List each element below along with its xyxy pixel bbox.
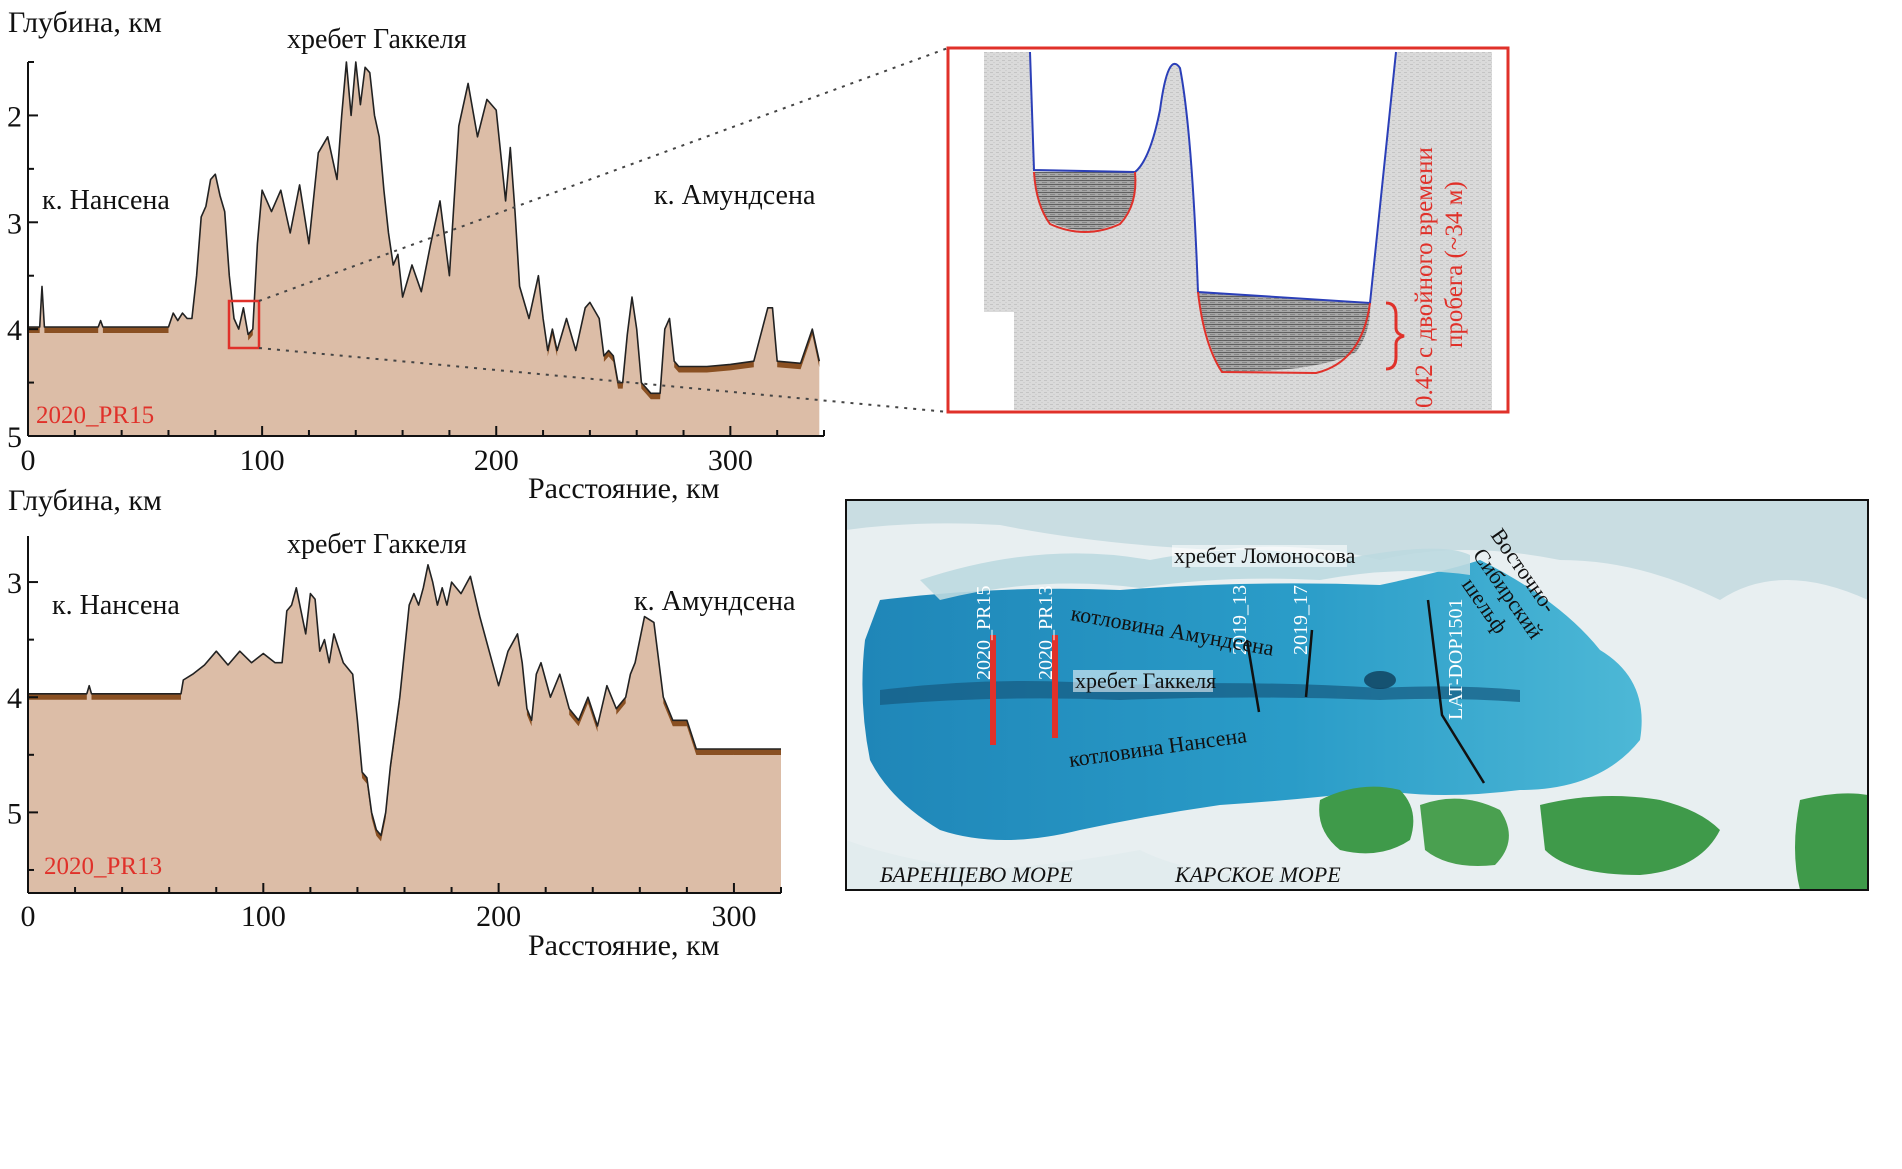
pr15-amundsen-label: к. Амундсена [654,180,816,211]
map-line-2019-17 [1304,629,1314,698]
echogram-lower-margin [984,312,1014,412]
map-line-lat [1426,599,1486,784]
echogram-right-margin [1492,48,1508,178]
pr15-y-tick-label: 2 [7,100,22,133]
left-basin-sediment [1034,172,1136,231]
thickness-brace [1385,301,1405,371]
zoom-connector-bottom [258,347,949,413]
map-deep-water [862,560,1642,840]
map-label-2019-13: 2019_13 [1229,585,1251,655]
echogram-water-column [984,52,1410,303]
map-shelf-bottom [846,840,1300,890]
pr15-ridge-label: хребет Гаккеля [287,24,467,55]
lomonosov-label-bg [1172,545,1347,567]
echogram-left-margin [948,48,984,412]
map-label-lat: LAT-DOP1501 [1445,599,1467,721]
pr15-ticks: 0 100 200 300 2 3 4 5 [7,61,825,477]
pr15-x-tick-label: 0 [21,444,36,477]
map-label-gakkel: хребет Гаккеля [1075,668,1216,693]
pr15-ylabel: Глубина, км [8,6,162,39]
pr13-seafloor-line [28,564,781,837]
location-map: 2020_PR15 2020_PR13 2019_13 2019_17 LAT-… [845,499,1869,891]
pr15-zoom-box [227,299,261,350]
map-land-1 [1319,786,1414,854]
pr13-y-tick-label: 5 [7,797,22,830]
thickness-annotation-line2: пробега (~34 м) [1441,181,1468,348]
map-deep-spot [1364,671,1396,689]
map-label-lomonosov: хребет Ломоносова [1174,543,1356,568]
pr13-nansen-label: к. Нансена [52,590,180,621]
pr15-x-tick-label: 100 [240,444,285,477]
pr13-x-tick-label: 100 [241,900,286,933]
pr15-x-tick-label: 300 [708,444,753,477]
profile-pr15: Глубина, км хребет Гаккеля к. Нансена к.… [7,6,949,505]
pr15-y-tick-label: 3 [7,207,22,240]
pr13-y-tick-label: 3 [7,567,22,600]
profile-pr13: Глубина, км хребет Гаккеля к. Нансена к.… [7,484,796,962]
map-label-kara: КАРСКОЕ МОРЕ [1174,862,1341,887]
right-basement-line [1197,291,1371,375]
pr13-xlabel: Расстояние, км [528,929,720,962]
left-basement-line [1033,171,1137,233]
map-line-2019-13 [1245,639,1261,713]
pr13-ylabel: Глубина, км [8,484,162,517]
pr13-x-tick-label: 0 [21,900,36,933]
pr15-xlabel: Расстояние, км [528,472,720,505]
map-label-pr13: 2020_PR13 [1035,586,1057,680]
pr15-seafloor-line [28,61,821,395]
pr13-x-tick-label: 300 [711,900,756,933]
pr15-x-tick-label: 200 [474,444,519,477]
pr13-profile-tag: 2020_PR13 [44,853,162,880]
echogram-seafloor-line [1029,51,1397,305]
pr15-profile-tag: 2020_PR15 [36,402,154,429]
pr13-ticks: 0 100 200 300 3 4 5 [7,567,782,933]
pr13-seafloor-area [28,564,781,893]
map-land-2 [1420,798,1509,866]
map-gakkel-ridge [880,681,1520,705]
map-label-barents: БАРЕНЦЕВО МОРЕ [879,862,1073,887]
echogram-frame [946,46,1510,414]
map-label-pr15: 2020_PR15 [973,586,995,680]
right-basin-sediment [1198,292,1371,372]
map-land-3 [1540,796,1720,875]
pr13-ridge-label: хребет Гаккеля [287,529,467,560]
pr13-x-tick-label: 200 [476,900,521,933]
echogram-inset: 0.42 с двойного времени пробега (~34 м) [946,46,1510,414]
pr15-nansen-label: к. Нансена [42,185,170,216]
pr13-y-tick-label: 4 [7,682,22,715]
thickness-annotation-line1: 0.42 с двойного времени [1411,147,1438,408]
map-frame [845,499,1869,891]
map-land-4 [1795,793,1868,890]
pr15-y-tick-label: 5 [7,421,22,454]
map-label-2019-17: 2019_17 [1290,585,1312,655]
pr13-amundsen-label: к. Амундсена [634,586,796,617]
map-shelf-top [846,500,1868,600]
pr15-seafloor-area [28,62,820,436]
gakkel-label-bg [1073,670,1213,692]
pr15-y-tick-label: 4 [7,314,22,347]
